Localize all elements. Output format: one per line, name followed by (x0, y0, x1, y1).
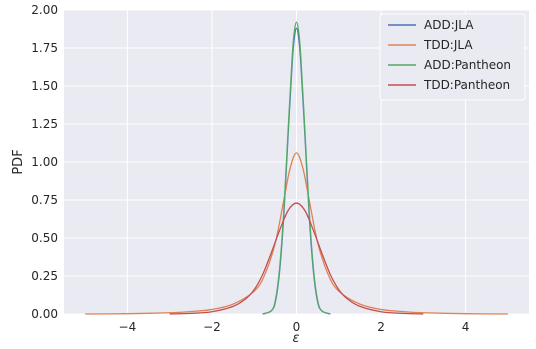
legend-box (379, 13, 526, 101)
legend-label: TDD:JLA (423, 38, 473, 52)
series-line-tdd-pantheon (169, 202, 424, 315)
y-tick-label: 1.25 (31, 117, 58, 131)
y-tick-label: 1.50 (31, 79, 58, 93)
legend: ADD:JLA TDD:JLA ADD:Pantheon TDD:Pantheo… (379, 13, 526, 101)
y-tick-label: 0.75 (31, 193, 58, 207)
legend-entry: TDD:Pantheon (388, 78, 510, 92)
y-tick-label: 2.00 (31, 3, 58, 17)
tick-labels: −4−202460.000.250.500.751.001.251.501.75… (31, 3, 470, 334)
x-tick-label: 4 (462, 320, 470, 334)
y-tick-label: 1.75 (31, 41, 58, 55)
y-tick-label: 0.50 (31, 231, 58, 245)
legend-entry: TDD:JLA (388, 38, 473, 52)
legend-entry: ADD:JLA (388, 18, 474, 32)
y-axis-label: PDF (11, 149, 26, 174)
x-tick-label: 0 (293, 320, 301, 334)
x-tick-label: 2 (377, 320, 385, 334)
x-tick-label: −4 (119, 320, 137, 334)
y-tick-label: 1.00 (31, 155, 58, 169)
series-line-add-pantheon (262, 21, 331, 315)
series-line-tdd-jla (85, 152, 508, 315)
legend-entry: ADD:Pantheon (388, 58, 511, 72)
y-tick-label: 0.00 (31, 307, 58, 321)
y-tick-label: 0.25 (31, 269, 58, 283)
grid (64, 9, 529, 315)
legend-label: TDD:Pantheon (423, 78, 510, 92)
x-axis-label: ε (292, 331, 299, 346)
series-lines (85, 21, 508, 315)
x-tick-label: −2 (203, 320, 221, 334)
legend-label: ADD:Pantheon (424, 58, 511, 72)
legend-label: ADD:JLA (424, 18, 474, 32)
